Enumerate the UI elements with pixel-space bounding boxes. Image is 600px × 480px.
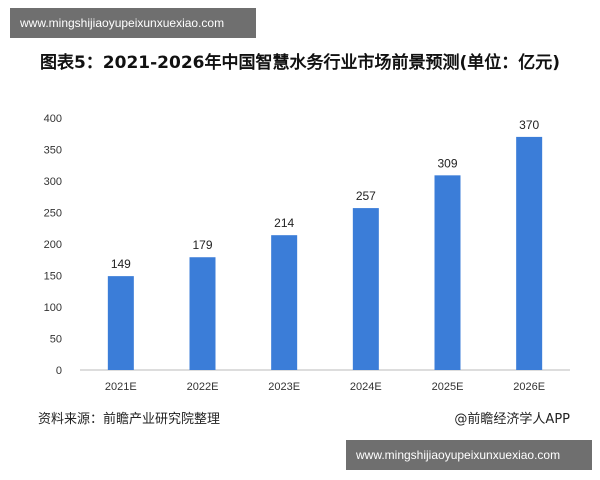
x-tick-label: 2025E [432, 381, 464, 393]
source-note: 资料来源：前瞻产业研究院整理 [38, 412, 221, 427]
bar-value-label: 149 [111, 257, 131, 271]
y-tick-label: 150 [44, 271, 62, 283]
y-axis-ticks: 0 50 100 150 200 250 300 350 400 [44, 113, 62, 377]
y-tick-label: 400 [44, 113, 62, 125]
y-tick-label: 350 [44, 145, 62, 157]
y-tick-label: 250 [44, 208, 62, 220]
y-tick-label: 50 [50, 334, 62, 346]
x-tick-label: 2024E [350, 381, 382, 393]
bar-value-label: 309 [437, 156, 457, 170]
bar-2022E [189, 257, 216, 370]
watermark-top-banner: www.mingshijiaoyupeixunxuexiao.com [10, 8, 256, 38]
x-tick-label: 2023E [268, 381, 300, 393]
bar-value-label: 370 [519, 118, 539, 132]
bar-series: 149 179 214 257 309 370 [107, 118, 543, 370]
credit-note: @前瞻经济学人APP [454, 412, 570, 427]
y-tick-label: 100 [44, 302, 62, 314]
bar-value-label: 214 [274, 216, 294, 230]
bar-2026E [516, 136, 543, 370]
watermark-bottom-banner: www.mingshijiaoyupeixunxuexiao.com [346, 440, 592, 470]
x-tick-label: 2021E [105, 381, 137, 393]
y-tick-label: 200 [44, 239, 62, 251]
y-tick-label: 300 [44, 176, 62, 188]
bar-value-label: 257 [356, 189, 376, 203]
bar-2021E [107, 276, 134, 370]
bar-value-label: 179 [192, 238, 212, 252]
x-tick-label: 2026E [513, 381, 545, 393]
x-tick-label: 2022E [187, 381, 219, 393]
bar-2024E [352, 208, 379, 370]
y-tick-label: 0 [56, 365, 62, 377]
bar-2025E [434, 175, 461, 370]
bar-2023E [271, 235, 298, 370]
x-axis-ticks: 2021E 2022E 2023E 2024E 2025E 2026E [105, 381, 545, 393]
chart-title: 图表5：2021-2026年中国智慧水务行业市场前景预测(单位：亿元) [39, 53, 561, 73]
